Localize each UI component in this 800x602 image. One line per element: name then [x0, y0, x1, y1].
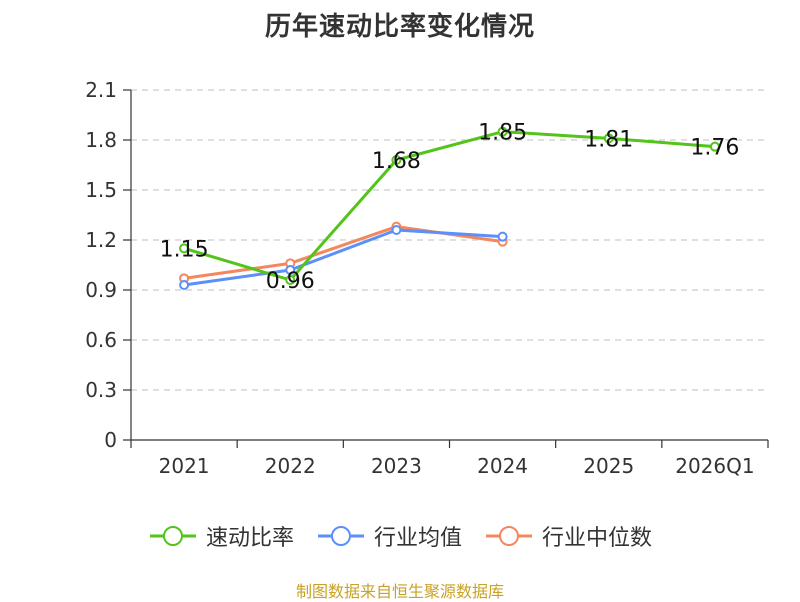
- y-tick-label: 1.5: [85, 178, 117, 202]
- y-tick-label: 2.1: [85, 78, 117, 102]
- chart-title: 历年速动比率变化情况: [264, 12, 535, 42]
- y-tick-label: 0.3: [85, 378, 117, 402]
- legend-item-quick-ratio[interactable]: 速动比率: [148, 520, 294, 552]
- legend-marker-quick-ratio: [149, 526, 196, 546]
- axes: 0 0.3 0.6 0.9 1.2 1.5 1.8 2.1 2021 2022 2023 2024 20…: [85, 78, 769, 478]
- legend: 速动比率 行业均值 行业中位数: [0, 520, 800, 552]
- data-point-0[interactable]: [391, 155, 402, 165]
- y-tick-label: 0.6: [85, 328, 117, 352]
- y-tick-label: 0.9: [85, 278, 117, 302]
- data-point-1[interactable]: [391, 225, 402, 235]
- legend-marker-industry-mean: [317, 526, 364, 546]
- x-tick-label: 2021: [159, 454, 210, 478]
- data-label: 1.15: [160, 237, 209, 262]
- x-tick-label: 2022: [265, 454, 316, 478]
- legend-item-industry-median[interactable]: 行业中位数: [484, 520, 652, 552]
- series-line-0: [183, 130, 716, 282]
- data-label: 1.76: [690, 136, 739, 161]
- legend-item-industry-mean[interactable]: 行业均值: [316, 520, 462, 552]
- data-label: 1.68: [372, 149, 421, 174]
- gridlines: [131, 89, 768, 391]
- legend-marker-industry-median: [486, 526, 532, 546]
- x-tick-label: 2024: [477, 454, 528, 478]
- data-label: 1.85: [478, 121, 527, 146]
- y-tick-label: 1.8: [85, 128, 117, 152]
- legend-label-industry-median: 行业中位数: [542, 526, 653, 551]
- data-point-0[interactable]: [285, 275, 296, 285]
- data-point-1[interactable]: [497, 231, 508, 242]
- data-point-0[interactable]: [603, 133, 614, 144]
- series-line-1: [183, 228, 503, 287]
- data-point-1[interactable]: [285, 265, 296, 275]
- x-tick-label: 2026Q1: [675, 454, 754, 478]
- data-label: 0.96: [266, 269, 315, 294]
- series-lines: [179, 126, 720, 290]
- legend-label-industry-mean: 行业均值: [373, 526, 462, 551]
- x-tick-label: 2023: [371, 454, 422, 478]
- data-point-0[interactable]: [179, 243, 190, 254]
- data-label: 1.81: [584, 127, 633, 152]
- data-labels: 1.15 0.96 1.68 1.85 1.81 1.76: [160, 121, 740, 294]
- x-tick-label: 2025: [583, 454, 634, 478]
- y-tick-label: 1.2: [85, 228, 117, 252]
- data-point-1[interactable]: [179, 280, 190, 290]
- source-note: 制图数据来自恒生聚源数据库: [295, 582, 504, 601]
- data-point-0[interactable]: [709, 141, 720, 152]
- y-tick-label: 0: [104, 428, 117, 452]
- data-point-0[interactable]: [497, 126, 508, 137]
- legend-label-quick-ratio: 速动比率: [205, 526, 294, 551]
